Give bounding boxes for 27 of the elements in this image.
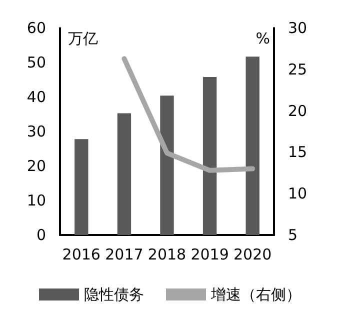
x-tick-label: 2019 [190,246,229,264]
x-tick-label: 2018 [148,246,186,264]
y-tick-label: 0 [36,226,46,244]
y-tick-label: 20 [26,157,46,175]
legend-label: 增速（右侧） [210,286,301,304]
y-axis-title: 万亿 [68,30,98,48]
y2-axis-title: % [256,30,270,48]
bar [246,56,260,235]
y-tick-label: 50 [26,54,46,72]
x-tick-label: 2020 [234,246,272,264]
bar [160,96,174,235]
bar [74,139,88,235]
y-tick-label: 10 [26,192,46,210]
bar [202,76,217,235]
y-tick-label: 40 [26,88,46,106]
legend-label: 隐性债务 [84,286,144,304]
y2-tick-label: 25 [288,60,308,78]
x-tick-label: 2016 [62,246,100,264]
y-tick-label: 60 [26,19,46,37]
y2-tick-label: 5 [288,226,298,244]
y2-tick-label: 30 [288,19,308,37]
y-tick-label: 30 [26,122,46,140]
x-tick-label: 2017 [105,246,144,264]
bar [117,113,132,235]
y2-tick-label: 10 [288,184,308,203]
y2-tick-label: 20 [288,102,308,120]
y2-tick-label: 15 [288,143,308,162]
